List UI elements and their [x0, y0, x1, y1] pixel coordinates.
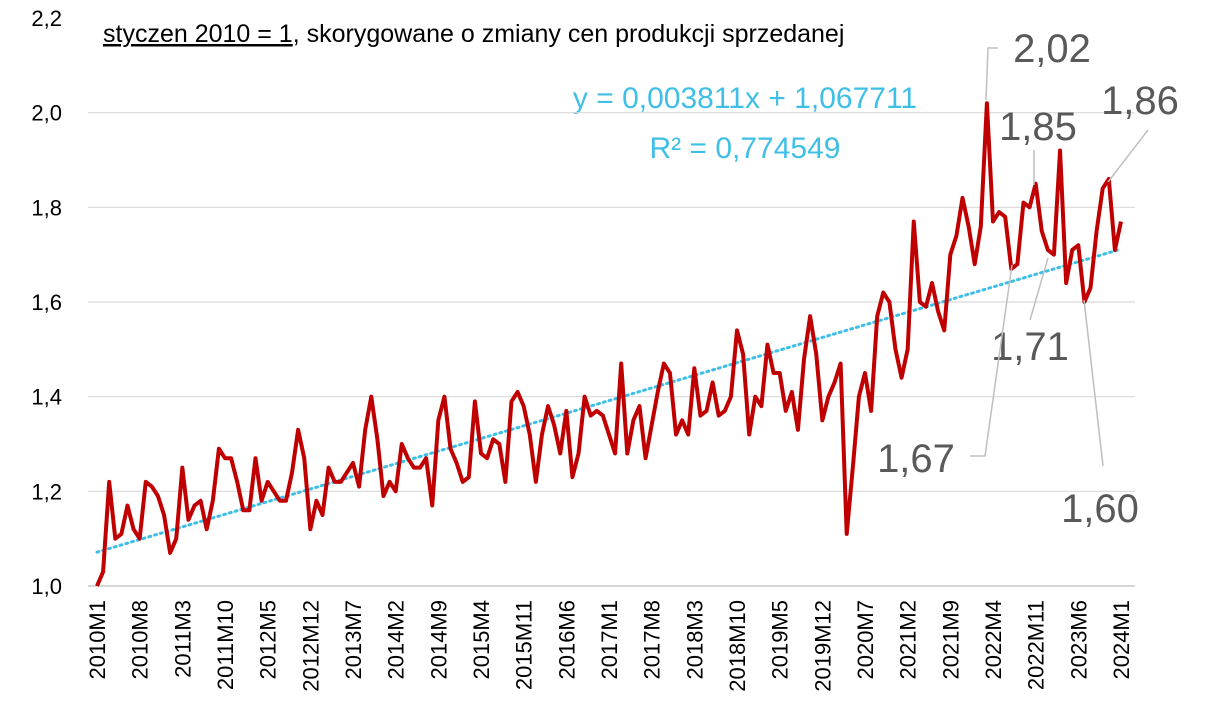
data-label: 1,67 [877, 437, 955, 481]
x-tick-label: 2017M8 [640, 600, 665, 680]
leader-line [1107, 129, 1149, 183]
x-tick-label: 2021M2 [896, 600, 921, 680]
x-tick-label: 2010M1 [85, 600, 110, 680]
y-tick-label: 1,8 [31, 195, 62, 220]
x-tick-label: 2014M2 [384, 600, 409, 680]
x-tick-label: 2024M1 [1109, 600, 1134, 680]
x-tick-label: 2012M5 [256, 600, 281, 680]
trendline [95, 247, 1123, 554]
data-label: 1,85 [999, 105, 1077, 149]
x-tick-label: 2013M7 [341, 600, 366, 680]
x-tick-label: 2018M10 [725, 600, 750, 692]
data-label: 1,86 [1101, 79, 1179, 123]
x-tick-label: 2010M8 [128, 600, 153, 680]
chart-title: styczen 2010 = 1, skorygowane o zmiany c… [103, 20, 844, 48]
x-tick-label: 2019M12 [810, 600, 835, 692]
x-tick-label: 2015M4 [469, 600, 494, 680]
leader-line [1029, 257, 1049, 321]
x-tick-label: 2011M3 [170, 600, 195, 678]
leader-line [970, 264, 1013, 457]
x-tick-label: 2012M12 [298, 600, 323, 692]
x-tick-label: 2018M3 [682, 600, 707, 680]
trend-equation: y = 0,003811x + 1,067711 [573, 82, 917, 115]
y-tick-label: 1,2 [31, 479, 62, 504]
leader-line [1083, 299, 1104, 467]
x-tick-label: 2016M6 [554, 600, 579, 680]
title-part: , skorygowane o zmiany cen produkcji spr… [293, 20, 845, 48]
data-label: 1,71 [991, 325, 1069, 369]
trend-r2: R² = 0,774549 [650, 132, 841, 165]
y-tick-label: 1,4 [31, 385, 62, 410]
x-tick-label: 2011M10 [213, 600, 238, 690]
y-tick-label: 2,2 [31, 6, 62, 31]
x-tick-label: 2020M7 [853, 600, 878, 680]
x-tick-label: 2021M9 [938, 600, 963, 680]
y-tick-label: 2,0 [31, 101, 62, 126]
y-tick-label: 1,0 [31, 574, 62, 599]
data-label: 2,02 [1013, 27, 1091, 71]
y-tick-label: 1,6 [31, 290, 62, 315]
data-line [95, 101, 1123, 587]
x-tick-label: 2019M5 [768, 600, 793, 680]
x-tick-label: 2017M1 [597, 600, 622, 680]
x-tick-label: 2022M11 [1024, 600, 1049, 690]
data-label: 1,60 [1061, 487, 1139, 531]
x-tick-label: 2014M9 [426, 600, 451, 680]
title-part: styczen 2010 = 1 [103, 20, 293, 48]
leader-line [985, 47, 998, 101]
x-tick-label: 2015M11 [512, 600, 537, 690]
x-tick-label: 2022M4 [981, 600, 1006, 680]
x-tick-label: 2023M6 [1066, 600, 1091, 680]
